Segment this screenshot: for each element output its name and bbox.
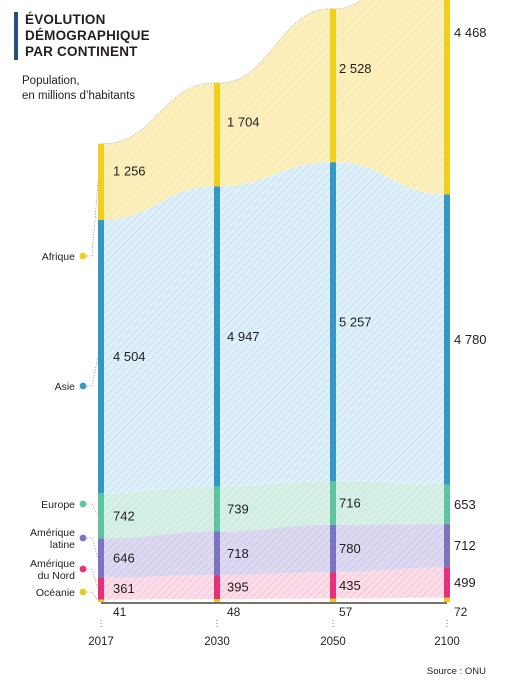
year-label-2050: 2050 bbox=[320, 636, 346, 648]
value-label-2030-0: 48 bbox=[227, 605, 241, 619]
bar-segment-2030-4 bbox=[214, 186, 220, 487]
legend-label-4-0: Asie bbox=[55, 381, 76, 393]
area-amérique-du-nord bbox=[101, 567, 447, 600]
value-label-2017-1: 361 bbox=[113, 581, 135, 596]
year-bar-layer bbox=[98, 0, 450, 602]
area-océanie bbox=[101, 597, 447, 602]
value-label-2100-0: 72 bbox=[454, 605, 468, 619]
title-line-3: PAR CONTINENT bbox=[25, 44, 138, 59]
bar-segment-2030-2 bbox=[214, 531, 220, 576]
bar-segment-2100-2 bbox=[444, 524, 450, 568]
value-label-2030-2: 718 bbox=[227, 546, 249, 561]
bar-segment-2100-0 bbox=[444, 597, 450, 602]
subtitle-line-1: Population, bbox=[22, 75, 80, 87]
legend-dot-3 bbox=[79, 500, 87, 508]
bar-segment-2030-3 bbox=[214, 486, 220, 532]
area-europe bbox=[101, 481, 447, 539]
legend-dot-0 bbox=[79, 588, 87, 596]
area-asie bbox=[101, 162, 447, 494]
subtitle-line-2: en millions d’habitants bbox=[22, 90, 136, 102]
legend-leader-5 bbox=[87, 181, 99, 257]
value-label-2050-0: 57 bbox=[339, 605, 353, 619]
value-label-2050-3: 716 bbox=[339, 496, 361, 511]
value-label-2017-0: 41 bbox=[113, 605, 127, 619]
value-label-2017-3: 742 bbox=[113, 508, 135, 523]
bar-segment-2017-2 bbox=[98, 538, 104, 578]
source-note: Source : ONU bbox=[426, 666, 486, 677]
value-label-2017-4: 4 504 bbox=[113, 349, 146, 364]
value-label-2030-5: 1 704 bbox=[227, 114, 260, 129]
value-label-2100-2: 712 bbox=[454, 538, 476, 553]
bar-segment-2050-4 bbox=[330, 162, 336, 482]
legend-label-1-1: du Nord bbox=[38, 570, 76, 582]
area-layer bbox=[101, 0, 447, 604]
legend-leader-3 bbox=[87, 503, 99, 517]
legend-dot-4 bbox=[79, 382, 87, 390]
value-label-2017-5: 1 256 bbox=[113, 164, 146, 179]
bar-segment-2017-3 bbox=[98, 493, 104, 539]
bar-segment-2017-0 bbox=[98, 599, 104, 602]
value-label-2050-2: 780 bbox=[339, 541, 361, 556]
bar-segment-2017-1 bbox=[98, 577, 104, 600]
value-label-2030-4: 4 947 bbox=[227, 329, 260, 344]
bar-segment-2017-5 bbox=[98, 143, 104, 220]
value-label-2100-5: 4 468 bbox=[454, 25, 487, 40]
legend-label-3-0: Europe bbox=[41, 499, 75, 511]
year-label-2030: 2030 bbox=[204, 636, 230, 648]
bar-segment-2050-0 bbox=[330, 598, 336, 602]
legend-label-0-0: Océanie bbox=[36, 587, 75, 599]
legend-dot-5 bbox=[79, 252, 87, 260]
bar-segment-2050-1 bbox=[330, 572, 336, 599]
value-label-2017-2: 646 bbox=[113, 550, 135, 565]
value-label-2030-1: 395 bbox=[227, 580, 249, 595]
value-label-2050-4: 5 257 bbox=[339, 314, 372, 329]
bar-segment-2030-1 bbox=[214, 575, 220, 600]
year-label-2017: 2017 bbox=[88, 636, 114, 648]
legend-leader-2 bbox=[87, 537, 99, 559]
legend-label-1-0: Amérique bbox=[30, 558, 75, 570]
bar-segment-2050-3 bbox=[330, 481, 336, 525]
bar-segment-2030-5 bbox=[214, 82, 220, 187]
title-line-2: DÉMOGRAPHIQUE bbox=[25, 28, 150, 43]
legend-leader-4 bbox=[87, 356, 99, 387]
bar-segment-2100-3 bbox=[444, 484, 450, 525]
bar-segment-2100-1 bbox=[444, 567, 450, 598]
legend-dot-1 bbox=[79, 565, 87, 573]
legend-label-2-1: latine bbox=[50, 539, 75, 551]
value-label-2100-1: 499 bbox=[454, 575, 476, 590]
chart-subtitle: Population, en millions d’habitants bbox=[22, 74, 135, 104]
value-label-2030-3: 739 bbox=[227, 502, 249, 517]
value-label-2100-4: 4 780 bbox=[454, 332, 487, 347]
bar-segment-2050-5 bbox=[330, 8, 336, 163]
value-label-2050-5: 2 528 bbox=[339, 61, 372, 76]
legend-leader-1 bbox=[87, 568, 99, 589]
legend-dot-2 bbox=[79, 534, 87, 542]
x-axis: 2017 2030 2050 2100 bbox=[88, 620, 460, 648]
legend-leader-0 bbox=[87, 591, 99, 601]
bar-segment-2017-4 bbox=[98, 219, 104, 494]
value-label-layer: 41 361 646 742 4 504 1 256 48 395 718 739 4 947 1 7… bbox=[113, 25, 487, 619]
bar-segment-2100-4 bbox=[444, 194, 450, 485]
legend-label-5-0: Afrique bbox=[42, 251, 75, 263]
value-label-2050-1: 435 bbox=[339, 578, 361, 593]
chart-title: ÉVOLUTION DÉMOGRAPHIQUE PAR CONTINENT bbox=[14, 12, 150, 60]
bar-segment-2050-2 bbox=[330, 524, 336, 573]
area-amérique-latine bbox=[101, 524, 447, 578]
year-label-2100: 2100 bbox=[434, 636, 460, 648]
area-afrique bbox=[101, 0, 447, 220]
title-line-1: ÉVOLUTION bbox=[25, 12, 106, 27]
value-label-2100-3: 653 bbox=[454, 497, 476, 512]
legend-label-2-0: Amérique bbox=[30, 527, 75, 539]
bar-segment-2030-0 bbox=[214, 599, 220, 602]
bar-segment-2100-5 bbox=[444, 0, 450, 195]
